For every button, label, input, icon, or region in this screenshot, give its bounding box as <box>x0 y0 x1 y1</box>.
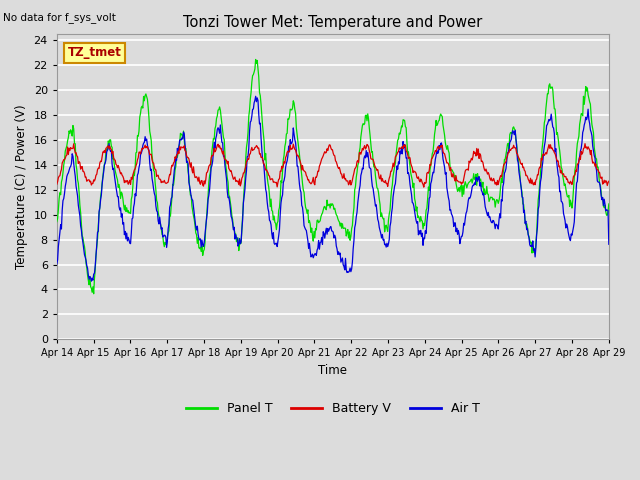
X-axis label: Time: Time <box>318 364 348 377</box>
Text: TZ_tmet: TZ_tmet <box>68 46 122 59</box>
Title: Tonzi Tower Met: Temperature and Power: Tonzi Tower Met: Temperature and Power <box>183 15 483 30</box>
Text: No data for f_sys_volt: No data for f_sys_volt <box>3 12 116 23</box>
Legend: Panel T, Battery V, Air T: Panel T, Battery V, Air T <box>180 397 485 420</box>
Y-axis label: Temperature (C) / Power (V): Temperature (C) / Power (V) <box>15 104 28 269</box>
